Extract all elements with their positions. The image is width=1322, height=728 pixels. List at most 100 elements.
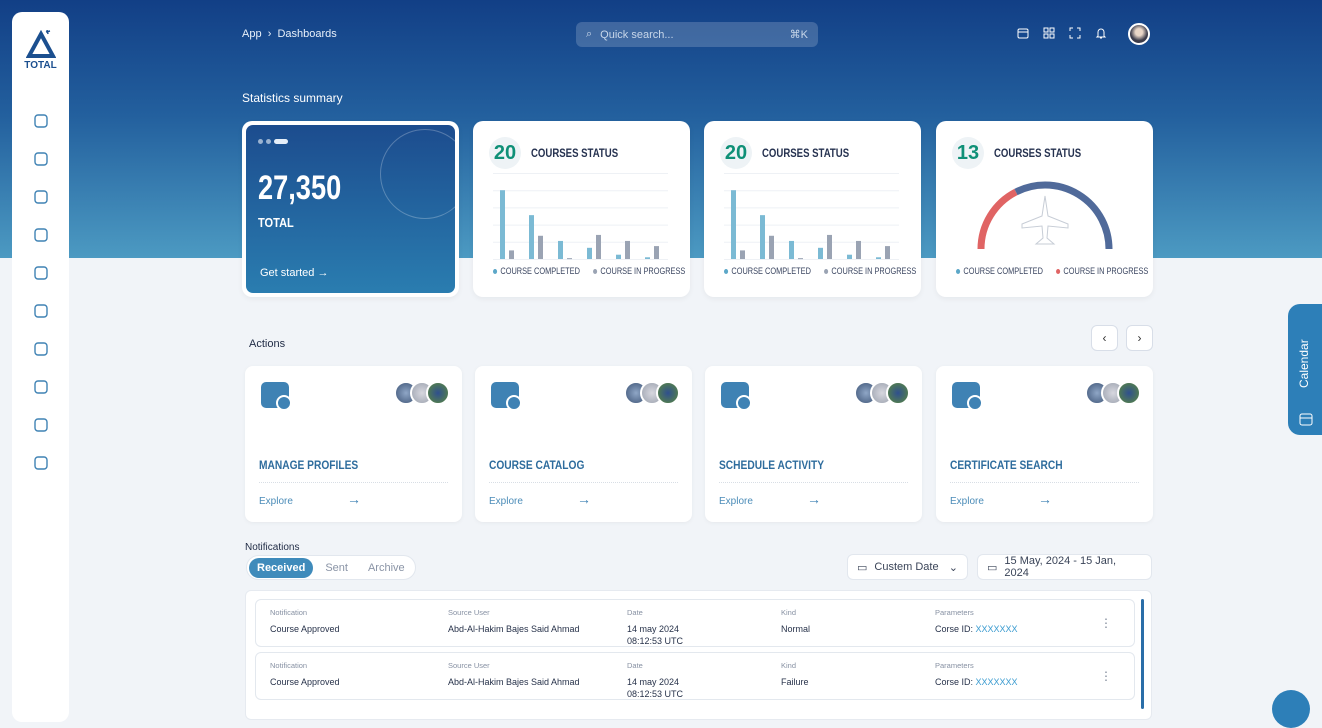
tab-received[interactable]: Received [249, 557, 314, 578]
divider [719, 482, 908, 483]
action-card[interactable]: SCHEDULE ACTIVITY Explore → [705, 366, 922, 522]
calendar-icon: ▭ [987, 561, 998, 574]
tab-sent[interactable]: Sent [325, 561, 348, 574]
column-label: Date [627, 661, 643, 670]
globe-icon[interactable] [31, 301, 51, 321]
count-badge: 20 [489, 137, 521, 169]
notifications-table: Notification Course Approved Source User A… [245, 590, 1152, 720]
stats-title: Statistics summary [242, 91, 343, 105]
action-card[interactable]: MANAGE PROFILES Explore → [245, 366, 462, 522]
avatar-group [394, 381, 450, 405]
bar-in-progress [798, 258, 803, 260]
breadcrumb-dashboards[interactable]: Dashboards [277, 28, 337, 40]
avatar-group [854, 381, 910, 405]
avatar-group [624, 381, 680, 405]
explore-link[interactable]: Explore [259, 496, 293, 507]
file-search-icon[interactable] [31, 377, 51, 397]
count-badge: 13 [952, 137, 984, 169]
bar-in-progress [625, 240, 630, 259]
arrow-right-icon[interactable]: → [1038, 491, 1052, 507]
copy-icon[interactable] [31, 453, 51, 473]
column-label: Kind [781, 608, 797, 617]
list-icon[interactable] [31, 339, 51, 359]
column-label: Parameters [935, 661, 974, 670]
gauge-segment [977, 188, 1018, 250]
bar-in-progress [827, 234, 832, 259]
card-title: COURSES STATUS [762, 146, 850, 160]
calendar-side-tab[interactable]: Calendar [1288, 304, 1322, 435]
alert-octagon-icon [719, 378, 753, 417]
users-gear-icon [259, 378, 293, 417]
kind-cell: Failure [781, 677, 809, 687]
total-card: 27,350 TOTAL Get started → [242, 121, 459, 297]
next-button[interactable]: › [1126, 325, 1153, 351]
database-icon[interactable] [31, 415, 51, 435]
bar-in-progress [509, 250, 514, 259]
scrollbar[interactable] [1141, 599, 1144, 709]
calendar-check-icon [489, 378, 523, 417]
legend-completed: COURSE COMPLETED [956, 266, 1043, 276]
time-cell: 08:12:53 UTC [627, 636, 684, 646]
action-title: COURSE CATALOG [489, 458, 585, 472]
bar-in-progress [567, 258, 572, 260]
floating-action-button[interactable] [1272, 690, 1310, 728]
param-link[interactable]: XXXXXXX [975, 624, 1018, 634]
explore-link[interactable]: Explore [719, 496, 753, 507]
arrow-right-icon[interactable]: → [807, 491, 821, 507]
more-options-icon[interactable]: ⋮ [1100, 669, 1112, 683]
chevron-down-icon: ⌄ [948, 561, 958, 574]
source-user-cell: Abd-Al-Hakim Bajes Said Ahmad [448, 677, 580, 687]
calendar-icon[interactable] [1016, 26, 1030, 40]
arrow-right-icon[interactable]: → [577, 491, 591, 507]
column-label: Parameters [935, 608, 974, 617]
bar-completed [789, 240, 794, 259]
sidebar: TOTAL [12, 12, 69, 722]
breadcrumb-app[interactable]: App [242, 28, 262, 40]
bar-in-progress [856, 240, 861, 259]
tab-archive[interactable]: Archive [367, 561, 405, 574]
divider [489, 482, 678, 483]
table-row[interactable]: Notification Course Approved Source User A… [255, 599, 1135, 647]
search-placeholder: Quick search... [600, 28, 674, 41]
bar-completed [587, 247, 592, 259]
action-card[interactable]: COURSE CATALOG Explore → [475, 366, 692, 522]
notification-cell: Course Approved [270, 624, 340, 634]
search-input[interactable]: ⌕ Quick search... ⌘K [576, 22, 818, 47]
bell-settings-icon[interactable] [31, 225, 51, 245]
source-user-cell: Abd-Al-Hakim Bajes Said Ahmad [448, 624, 580, 634]
get-started-button[interactable]: Get started → [260, 267, 329, 279]
gauge-segment [1014, 181, 1113, 250]
user-avatar[interactable] [1128, 23, 1150, 45]
total-value: 27,350 [258, 169, 342, 207]
bar-completed [760, 215, 765, 259]
column-label: Kind [781, 661, 797, 670]
param-link[interactable]: XXXXXXX [975, 677, 1018, 687]
fullscreen-icon[interactable] [1068, 26, 1082, 40]
table-row[interactable]: Notification Course Approved Source User A… [255, 652, 1135, 700]
action-card[interactable]: CERTIFICATE SEARCH Explore → [936, 366, 1153, 522]
column-label: Notification [270, 661, 308, 670]
prev-button[interactable]: ‹ [1091, 325, 1118, 351]
bell-icon[interactable] [1094, 26, 1108, 40]
explore-link[interactable]: Explore [489, 496, 523, 507]
bar-completed [529, 215, 534, 259]
actions-title: Actions [249, 338, 286, 350]
calendar-icon: ▭ [857, 561, 868, 574]
date-range-input[interactable]: ▭ 15 May, 2024 - 15 Jan, 2024 [977, 554, 1152, 580]
param-label: Corse ID: [935, 677, 974, 687]
dashboard-icon[interactable] [31, 149, 51, 169]
bar-in-progress [596, 234, 601, 259]
action-title: SCHEDULE ACTIVITY [719, 458, 825, 472]
more-options-icon[interactable]: ⋮ [1100, 616, 1112, 630]
explore-link[interactable]: Explore [950, 496, 984, 507]
home-icon[interactable] [31, 111, 51, 131]
grid-icon[interactable] [1042, 26, 1056, 40]
arrow-right-icon[interactable]: → [347, 491, 361, 507]
document-icon[interactable] [31, 263, 51, 283]
date-filter-select[interactable]: ▭ Custem Date ⌄ [847, 554, 968, 580]
airplane-icon [1021, 195, 1069, 245]
id-card-icon[interactable] [31, 187, 51, 207]
param-label: Corse ID: [935, 624, 974, 634]
bar-completed [558, 240, 563, 259]
bar-completed [876, 257, 881, 259]
